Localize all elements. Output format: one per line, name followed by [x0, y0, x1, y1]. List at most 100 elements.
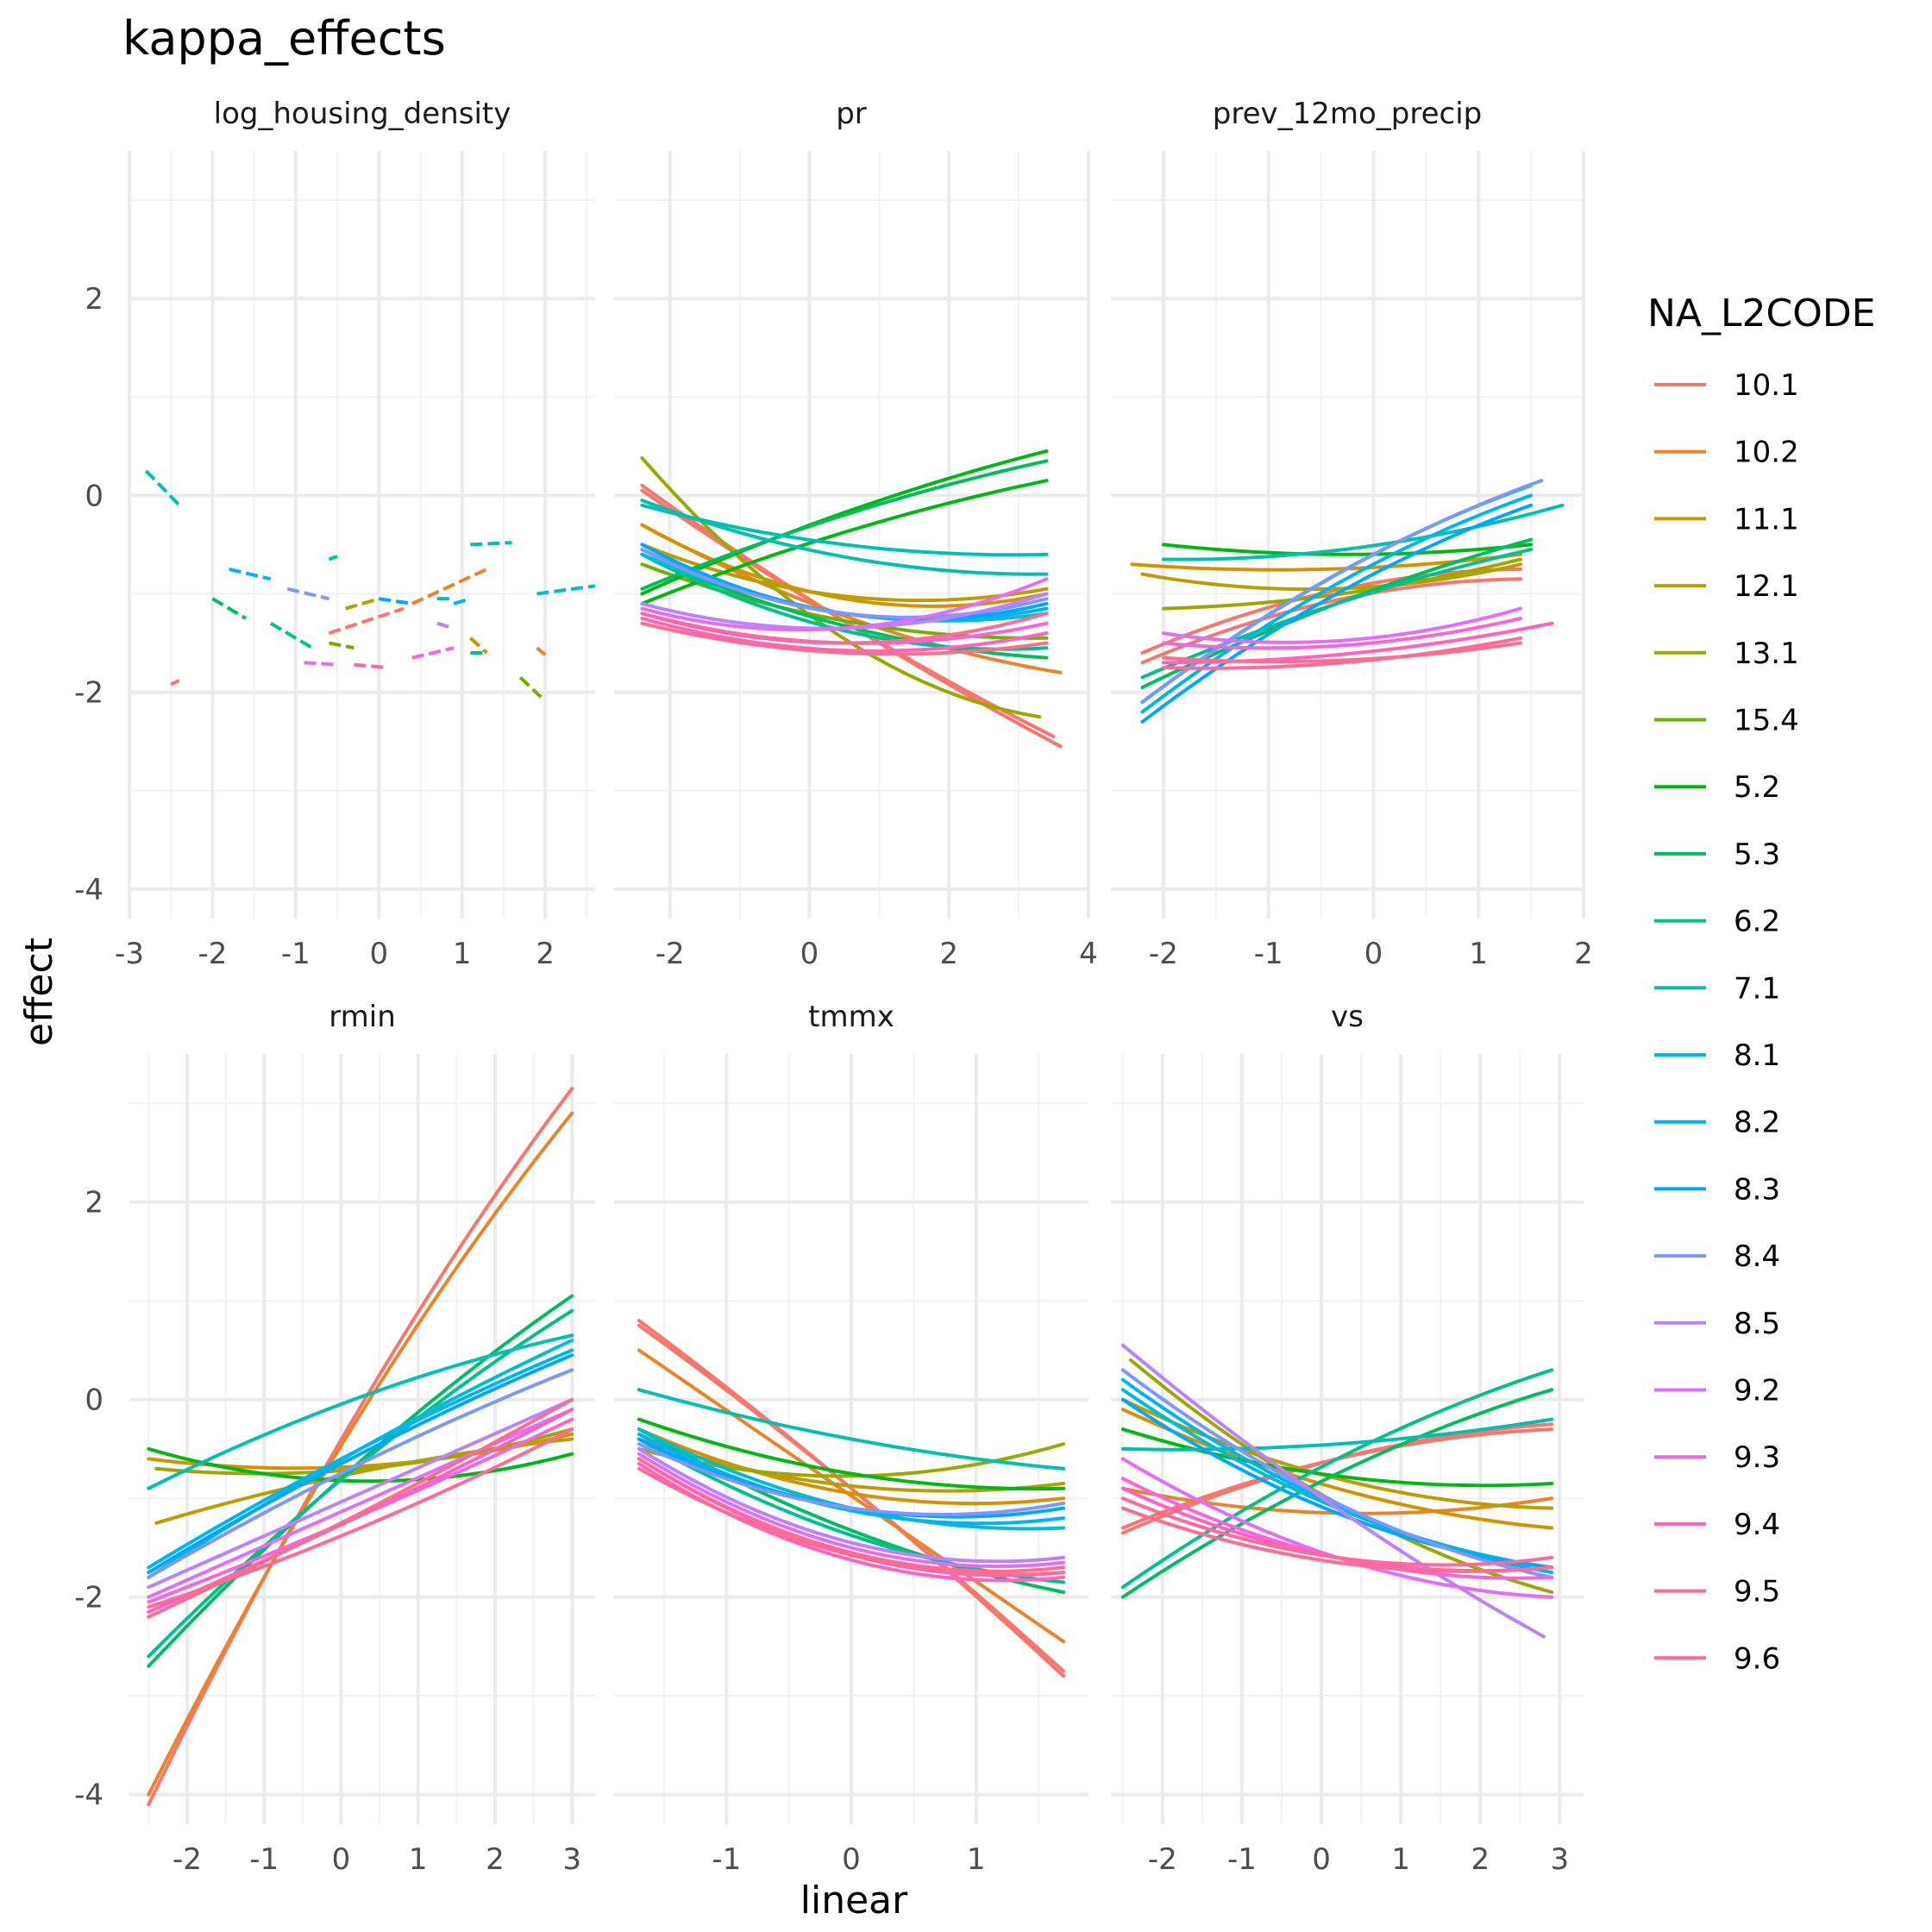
- legend-item: 12.1: [1654, 569, 1799, 604]
- legend-item: 5.3: [1654, 837, 1780, 872]
- panel-prev_12mo_precip: prev_12mo_precip -2 -1 0 1 2: [1111, 97, 1593, 971]
- x-tick-label: -1: [712, 1842, 741, 1877]
- series-line-5.3: [640, 459, 1049, 591]
- legend-item: 13.1: [1654, 637, 1799, 671]
- series-segment-7.1: [144, 469, 181, 507]
- series-segment-10.2: [536, 646, 547, 656]
- legend-item: 11.1: [1654, 502, 1799, 536]
- y-tick-label: 2: [85, 1186, 104, 1220]
- series-line-9.6: [147, 1397, 574, 1619]
- series-line-8.4: [147, 1368, 574, 1579]
- x-tick-label: 2: [486, 1842, 505, 1877]
- legend-item: 9.2: [1654, 1374, 1780, 1408]
- legend-title: NA_L2CODE: [1647, 292, 1876, 336]
- x-tick-label: -2: [1148, 1842, 1177, 1877]
- series-segment-8.5: [436, 621, 455, 630]
- legend-label: 8.4: [1734, 1239, 1780, 1274]
- series-line-9.6: [1120, 1506, 1554, 1573]
- x-tick-label: 1: [1469, 937, 1488, 971]
- y-tick-label: -4: [74, 873, 104, 907]
- series-line-13.1: [640, 456, 1042, 719]
- x-tick-label: -2: [198, 937, 227, 971]
- legend-label: 9.4: [1734, 1508, 1780, 1542]
- legend-label: 5.3: [1734, 837, 1780, 872]
- legend-label: 15.4: [1734, 704, 1799, 738]
- legend-item: 9.6: [1654, 1641, 1780, 1676]
- legend-item: 15.4: [1654, 704, 1799, 738]
- series-segment-7.1: [470, 541, 512, 547]
- legend-label: 8.5: [1734, 1307, 1780, 1341]
- series-segment-7.1: [328, 555, 338, 561]
- series-line-10.1: [147, 1087, 574, 1807]
- series-line-9.2: [637, 1452, 1066, 1569]
- series-group: [637, 1319, 1066, 1678]
- legend-item: 9.4: [1654, 1508, 1780, 1542]
- series-line-5.3: [1140, 537, 1534, 689]
- strip-label: rmin: [329, 1000, 396, 1034]
- panel-pr: pr -2 0 2 4: [614, 97, 1098, 971]
- legend-label: 10.1: [1734, 368, 1799, 403]
- series-segment-15.4: [329, 641, 354, 650]
- series-segment-8.3: [378, 597, 413, 605]
- series-line-12.1: [637, 1437, 1066, 1493]
- series-line-7.1: [1120, 1417, 1554, 1452]
- series-group: [144, 469, 596, 699]
- x-tick-label: 3: [562, 1842, 581, 1877]
- x-tick-label: 0: [1364, 937, 1383, 971]
- series-line-8.5: [1120, 1343, 1546, 1639]
- legend-item: 10.1: [1654, 368, 1799, 403]
- x-tick-label: 3: [1551, 1842, 1570, 1877]
- legend-item: 9.5: [1654, 1575, 1780, 1609]
- series-segment-9.4: [354, 662, 388, 670]
- legend-label: 9.5: [1734, 1575, 1780, 1609]
- legend-item: 6.2: [1654, 905, 1780, 939]
- x-tick-label: 2: [1574, 937, 1593, 971]
- series-line-5.2: [637, 1417, 1066, 1491]
- series-line-7.1: [1161, 503, 1565, 561]
- x-tick-label: 0: [332, 1842, 351, 1877]
- x-tick-label: 0: [842, 1842, 861, 1877]
- series-line-5.2: [1161, 543, 1534, 556]
- x-tick-label: -3: [115, 937, 144, 971]
- legend-item: 8.3: [1654, 1172, 1780, 1207]
- y-tick-label: -4: [74, 1778, 104, 1813]
- series-line-9.5: [1120, 1496, 1554, 1567]
- panel-tmmx: tmmx -1 0 1: [614, 1000, 1088, 1877]
- series-line-5.3: [147, 1294, 574, 1668]
- series-line-6.2: [640, 552, 1049, 651]
- series-line-8.2: [147, 1348, 574, 1570]
- x-tick-label: -1: [1254, 937, 1283, 971]
- x-tick-label: 1: [453, 937, 472, 971]
- x-tick-label: -2: [1149, 937, 1178, 971]
- series-group: [1120, 1343, 1554, 1639]
- strip-label: prev_12mo_precip: [1213, 97, 1483, 131]
- x-tick-label: 1: [967, 1842, 986, 1877]
- series-line-9.2: [640, 577, 1049, 632]
- series-group: [147, 1087, 574, 1807]
- y-tick-label: -2: [74, 1581, 104, 1615]
- legend-label: 8.3: [1734, 1172, 1780, 1207]
- panel-vs: vs -2 -1 0 1 2 3: [1111, 1000, 1584, 1877]
- series-segment-8.4: [286, 586, 329, 601]
- series-line-8.2: [637, 1432, 1066, 1526]
- series-line-6.2: [147, 1308, 574, 1659]
- series-segment-10.2: [411, 568, 488, 605]
- series-segment-8.1: [536, 584, 596, 596]
- series-line-9.4: [640, 617, 1049, 653]
- series-line-8.4: [637, 1442, 1066, 1516]
- series-line-8.2: [1140, 493, 1534, 714]
- series-line-13.1: [1161, 557, 1522, 611]
- series-segment-9.3: [411, 646, 455, 660]
- legend-label: 8.1: [1734, 1038, 1780, 1073]
- series-group: [1130, 479, 1565, 724]
- x-tick-label: -2: [172, 1842, 202, 1877]
- x-axis-title: linear: [800, 1879, 908, 1923]
- legend-label: 9.6: [1734, 1641, 1780, 1676]
- series-segment-11.1: [469, 637, 488, 655]
- series-line-8.3: [147, 1353, 574, 1575]
- legend-item: 8.1: [1654, 1038, 1780, 1073]
- legend-item: 8.4: [1654, 1239, 1780, 1274]
- legend: NA_L2CODE 10.1 10.2 11.1 12.1 13.1 15.4 5.2 5.3…: [1647, 292, 1876, 1676]
- legend-label: 13.1: [1734, 637, 1799, 671]
- panel-log_housing_density: log_housing_density -3 -2 -1 0 1 2 -4 -2 0 2: [74, 97, 596, 971]
